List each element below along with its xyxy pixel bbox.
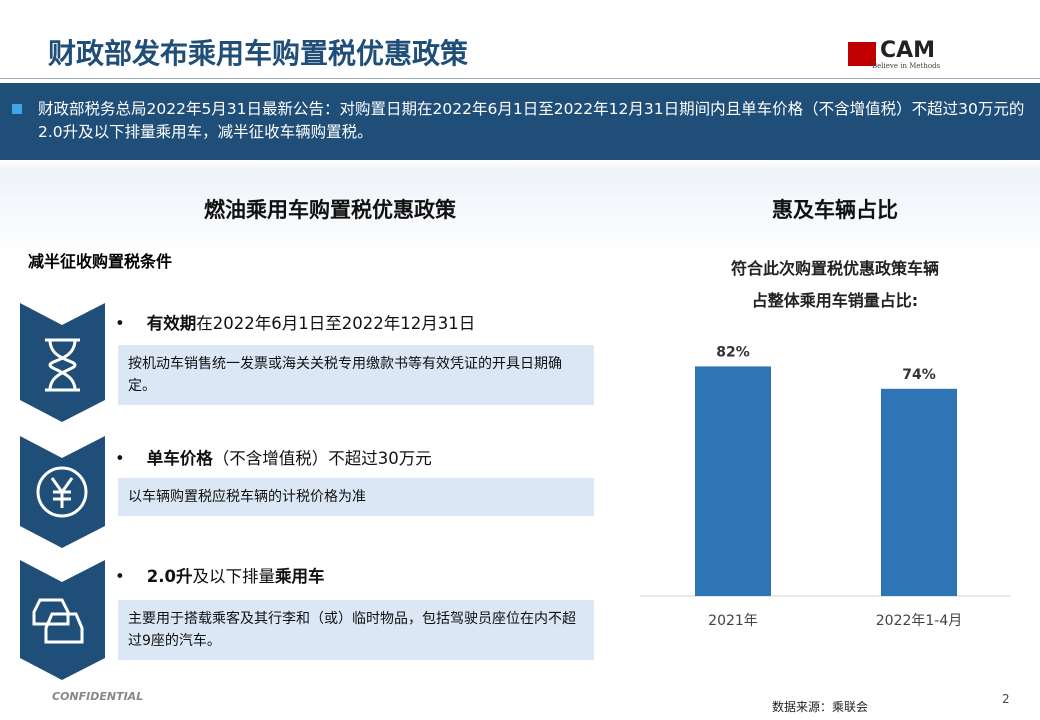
slide-title: 财政部发布乘用车购置税优惠政策 (48, 37, 469, 70)
item-description: 按机动车销售统一发票或海关关税专用缴款书等有效凭证的开具日期确定。 (118, 345, 594, 405)
item-text: 乘用车 (274, 567, 325, 586)
bullet-item: • 有效期在2022年6月1日至2022年12月31日 (115, 310, 475, 334)
bullet: • (115, 449, 125, 468)
yen-icon (50, 477, 74, 508)
header-rule (0, 78, 1040, 79)
banner-bullet (12, 104, 22, 114)
bar (881, 388, 957, 596)
icon-panel (20, 303, 105, 422)
hourglass-icon (45, 338, 80, 392)
chart-title: 占整体乘用车销量占比: (752, 291, 918, 310)
icon-panels (20, 303, 105, 680)
item-text: （不含增值税）不超过30万元 (212, 449, 432, 468)
right-title: 惠及车辆占比 (772, 198, 898, 222)
source: 数据来源：乘联会 (772, 700, 869, 714)
bullet: • (115, 567, 125, 586)
x-tick-label: 2021年 (708, 613, 758, 629)
subtitle: 减半征收购置税条件 (28, 252, 173, 271)
chart-title: 符合此次购置税优惠政策车辆 (731, 259, 939, 278)
item-description: 以车辆购置税应税车辆的计税价格为准 (118, 478, 594, 516)
value-label: 74% (902, 367, 936, 383)
item-text: 有效期 (146, 314, 197, 333)
left-title: 燃油乘用车购置税优惠政策 (204, 198, 456, 222)
x-tick-label: 2022年1-4月 (876, 613, 963, 629)
coin-icon (36, 466, 88, 518)
item-text: 2.0升 (146, 567, 193, 586)
banner-text: 财政部税务总局2022年5月31日最新公告：对购置日期在2022年6月1日至20… (38, 100, 1025, 141)
bullet-item: • 2.0升及以下排量乘用车 (115, 563, 324, 587)
bullet: • (115, 314, 125, 333)
item-text: 在2022年6月1日至2022年12月31日 (196, 314, 476, 333)
page-number: 2 (1002, 692, 1010, 706)
logo-mark (848, 42, 876, 66)
confidential: CONFIDENTIAL (52, 690, 144, 703)
car-icon (32, 598, 84, 644)
value-label: 82% (716, 344, 750, 360)
bar (695, 366, 771, 596)
logo-tagline: Believe in Methods (872, 62, 941, 70)
item-text: 及以下排量 (192, 567, 275, 586)
banner (0, 83, 1040, 160)
icon-panel (20, 560, 105, 680)
icons (32, 338, 88, 644)
item-text: 单车价格 (146, 449, 213, 468)
logo: CAM (880, 38, 936, 63)
item-description: 主要用于搭载乘客及其行李和（或）临时物品，包括驾驶员座位在内不超过9座的汽车。 (118, 600, 594, 660)
bullet-item: • 单车价格（不含增值税）不超过30万元 (115, 445, 432, 469)
